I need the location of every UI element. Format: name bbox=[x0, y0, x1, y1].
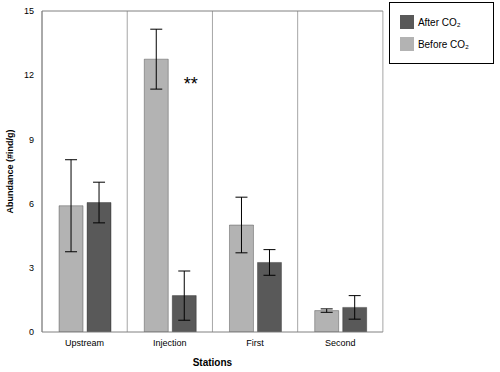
svg-text:Injection: Injection bbox=[153, 338, 187, 348]
svg-text:15: 15 bbox=[24, 6, 34, 16]
svg-text:6: 6 bbox=[29, 199, 34, 209]
svg-text:First: First bbox=[246, 338, 264, 348]
svg-text:Abundance (#ind/g): Abundance (#ind/g) bbox=[8, 130, 15, 214]
svg-text:Second: Second bbox=[325, 338, 356, 348]
svg-text:Upstream: Upstream bbox=[65, 338, 104, 348]
svg-text:0: 0 bbox=[29, 327, 34, 337]
svg-text:3: 3 bbox=[29, 263, 34, 273]
svg-text:Stations: Stations bbox=[193, 357, 233, 368]
svg-text:9: 9 bbox=[29, 135, 34, 145]
html-text:After CO₂: After CO₂ bbox=[417, 17, 461, 28]
svg-text:12: 12 bbox=[24, 70, 34, 80]
svg-text:**: ** bbox=[184, 74, 198, 94]
html-text:Before CO₂: Before CO₂ bbox=[417, 39, 469, 50]
